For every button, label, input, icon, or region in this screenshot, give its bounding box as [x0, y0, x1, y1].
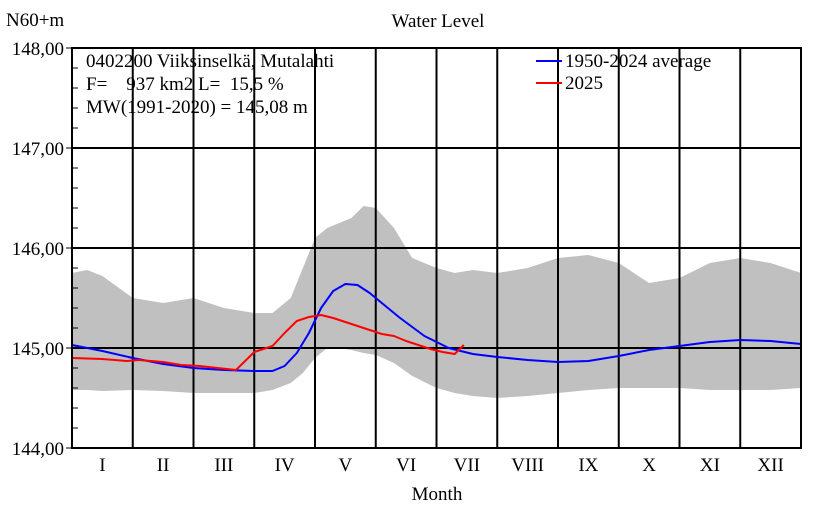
legend-average-label: 1950-2024 average: [565, 51, 711, 72]
month-label: III: [214, 455, 233, 476]
chart-title: Water Level: [392, 11, 485, 32]
month-label: IX: [578, 455, 598, 476]
y-tick-label: 145,00: [12, 339, 64, 360]
month-label: I: [99, 455, 105, 476]
info-box: 0402200 Viiksinselkä, Mutalahti F= 937 k…: [86, 51, 334, 118]
series-lines: [71, 283, 802, 372]
month-labels: I II III IV V VI VII VIII IX X XI XII: [99, 455, 784, 476]
month-label: VIII: [511, 455, 544, 476]
month-label: II: [157, 455, 170, 476]
month-label: VI: [396, 455, 416, 476]
legend: 1950-2024 average 2025: [536, 51, 711, 94]
x-axis-label: Month: [412, 484, 463, 505]
month-label: V: [339, 455, 353, 476]
station-name: 0402200 Viiksinselkä, Mutalahti: [86, 51, 334, 72]
y-tick-label: 144,00: [12, 439, 64, 460]
grid-lines: [72, 48, 801, 448]
y-axis-label: N60+m: [6, 10, 64, 31]
y-tick-label: 146,00: [12, 239, 64, 260]
legend-2025-label: 2025: [565, 73, 603, 94]
month-label: XI: [700, 455, 720, 476]
y-tick-labels: 144,00 145,00 146,00 147,00 148,00: [12, 39, 64, 460]
catchment-info: F= 937 km2 L= 15,5 %: [86, 74, 284, 95]
month-label: X: [642, 455, 656, 476]
year-2025-line: [71, 314, 465, 371]
month-label: IV: [275, 455, 295, 476]
month-label: XII: [757, 455, 783, 476]
y-tick-label: 147,00: [12, 139, 64, 160]
mean-water-level: MW(1991-2020) = 145,08 m: [86, 97, 308, 118]
axes: [66, 47, 802, 449]
month-label: VII: [454, 455, 480, 476]
y-tick-label: 148,00: [12, 39, 64, 60]
